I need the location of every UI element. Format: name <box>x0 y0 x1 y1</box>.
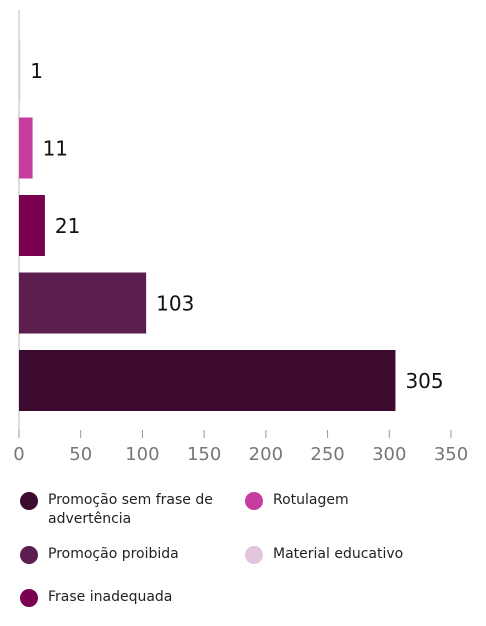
value-label: 11 <box>43 137 68 161</box>
legend-item: Rotulagem <box>245 492 443 510</box>
legend-swatch <box>20 589 38 607</box>
bar <box>19 272 147 334</box>
x-tick-label: 250 <box>310 444 344 465</box>
legend-label: Frase inadequada <box>48 589 173 605</box>
x-tick-label: 350 <box>434 444 468 465</box>
legend-swatch <box>245 546 263 564</box>
value-label: 305 <box>405 369 443 393</box>
legend-item: Frase inadequada <box>20 589 218 607</box>
bar <box>19 195 45 256</box>
bar <box>19 40 21 101</box>
x-tick-label: 100 <box>125 444 159 465</box>
value-label: 21 <box>55 214 80 238</box>
x-tick-label: 0 <box>13 444 24 465</box>
legend-label: Rotulagem <box>273 492 349 508</box>
legend-swatch <box>20 492 38 510</box>
bar <box>19 117 33 179</box>
legend-swatch <box>20 546 38 564</box>
legend-label: Material educativo <box>273 546 404 562</box>
legend-item: Promoção proibida <box>20 546 218 564</box>
value-label: 1 <box>30 59 43 83</box>
x-tick-label: 300 <box>372 444 406 465</box>
legend-item: Material educativo <box>245 546 443 564</box>
legend-label: Promoção sem frase de advertência <box>48 492 213 527</box>
bar <box>19 350 396 411</box>
x-tick-label: 200 <box>249 444 283 465</box>
legend-label: Promoção proibida <box>48 546 179 562</box>
legend-item: Promoção sem frase de advertência <box>20 492 218 529</box>
x-tick-label: 150 <box>187 444 221 465</box>
x-tick-label: 50 <box>69 444 92 465</box>
value-label: 103 <box>156 292 194 316</box>
legend-swatch <box>245 492 263 510</box>
